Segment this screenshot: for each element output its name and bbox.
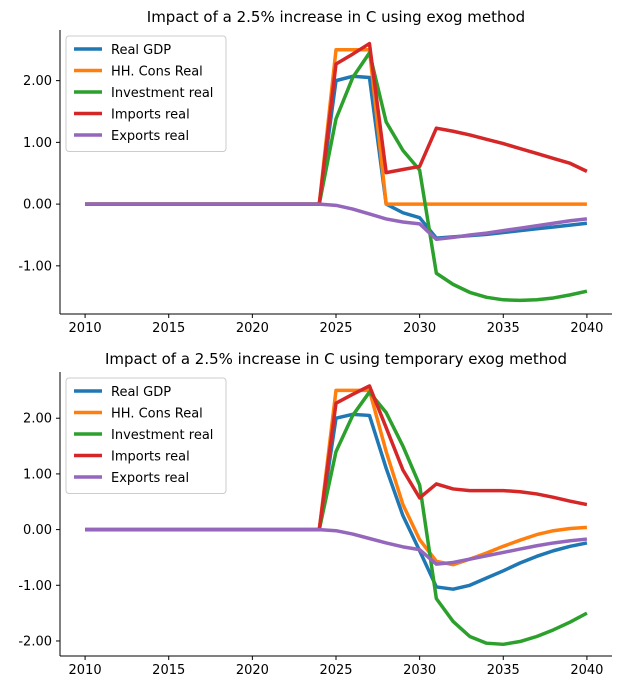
y-tick-label: 2.00 xyxy=(23,412,52,427)
series-line-exports-real xyxy=(85,527,588,566)
x-tick-label: 2040 xyxy=(570,321,603,336)
y-tick-label: 1.00 xyxy=(23,467,52,482)
legend: Real GDP HH. Cons Real Investment real Impo… xyxy=(65,35,227,152)
x-tick-label: 2035 xyxy=(487,321,520,336)
x-tick-label: 2010 xyxy=(69,663,102,678)
legend-label: Real GDP xyxy=(111,385,171,400)
series-lines xyxy=(85,41,588,303)
y-tick-label: 2.00 xyxy=(23,74,52,89)
chart-title: Impact of a 2.5% increase in C using tem… xyxy=(105,350,567,368)
chart-panel-2: Impact of a 2.5% increase in C using tem… xyxy=(18,350,612,678)
series-lines xyxy=(85,384,588,647)
legend-label: Imports real xyxy=(111,450,190,465)
legend-label: Investment real xyxy=(111,86,213,101)
x-tick-label: 2025 xyxy=(319,321,352,336)
legend-label: Exports real xyxy=(111,129,189,144)
legend-label: Imports real xyxy=(111,108,190,123)
x-tick-label: 2030 xyxy=(403,663,436,678)
legend-label: HH. Cons Real xyxy=(111,65,203,80)
x-tick-label: 2020 xyxy=(236,663,269,678)
chart-title: Impact of a 2.5% increase in C using exo… xyxy=(147,8,525,26)
x-tick-label: 2040 xyxy=(570,663,603,678)
legend-box xyxy=(65,377,227,494)
y-tick-label: -1.00 xyxy=(18,579,52,594)
x-tick-label: 2025 xyxy=(319,663,352,678)
legend-label: HH. Cons Real xyxy=(111,407,203,422)
x-tick-label: 2020 xyxy=(236,321,269,336)
series-line-exports-real xyxy=(85,202,588,242)
x-tick-label: 2030 xyxy=(403,321,436,336)
y-tick-label: -2.00 xyxy=(18,634,52,649)
x-tick-label: 2015 xyxy=(152,321,185,336)
legend-label: Real GDP xyxy=(111,43,171,58)
legend-box xyxy=(65,35,227,152)
x-tick-label: 2010 xyxy=(69,321,102,336)
y-tick-label: 1.00 xyxy=(23,136,52,151)
x-tick-label: 2035 xyxy=(487,663,520,678)
y-tick-label: 0.00 xyxy=(23,523,52,538)
legend-label: Exports real xyxy=(111,471,189,486)
legend-label: Investment real xyxy=(111,428,213,443)
legend: Real GDP HH. Cons Real Investment real Impo… xyxy=(65,377,227,494)
x-tick-label: 2015 xyxy=(152,663,185,678)
chart-panel-1: Impact of a 2.5% increase in C using exo… xyxy=(18,8,612,336)
y-tick-label: 0.00 xyxy=(23,198,52,213)
y-tick-label: -1.00 xyxy=(18,259,52,274)
